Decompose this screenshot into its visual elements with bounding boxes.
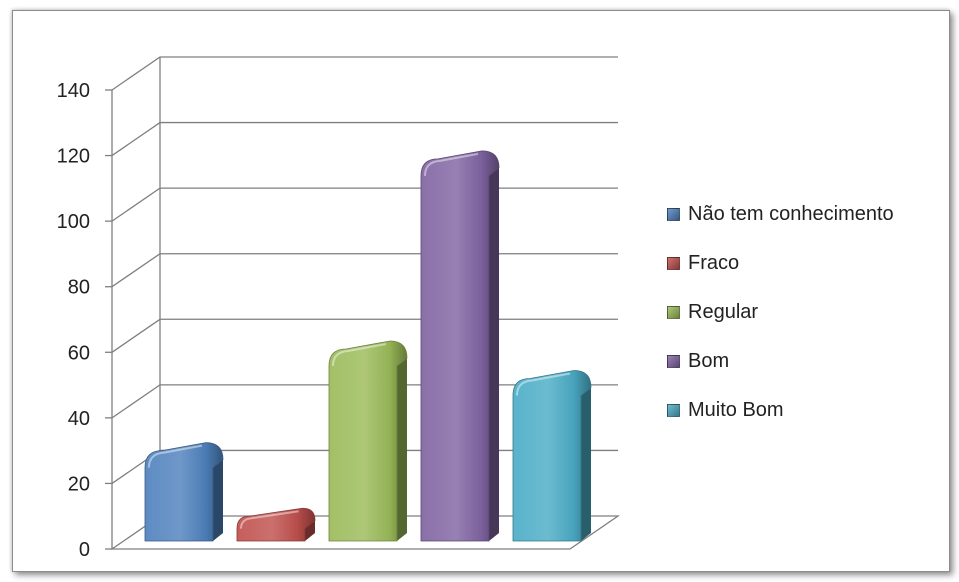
- bar-side: [213, 459, 223, 541]
- bar-side: [397, 358, 407, 541]
- y-tick-label: 100: [57, 211, 90, 233]
- y-tick-label: 20: [68, 473, 90, 495]
- bar-side: [305, 520, 315, 541]
- legend-item: Fraco: [667, 239, 894, 288]
- legend-item: Bom: [667, 337, 894, 386]
- y-tick-label: 140: [57, 80, 90, 102]
- legend-swatch: [667, 355, 680, 368]
- bar-side: [581, 387, 591, 541]
- bar-body: [328, 340, 408, 542]
- legend-item: Não tem conhecimento: [667, 190, 894, 239]
- bar-side: [489, 167, 499, 541]
- floor: [109, 515, 621, 550]
- bar-body: [512, 370, 592, 542]
- y-tick-label: 80: [68, 277, 90, 299]
- legend-swatch: [667, 208, 680, 221]
- gridline: [111, 56, 618, 91]
- gridline: [111, 253, 618, 288]
- legend-swatch: [667, 306, 680, 319]
- y-tick-label: 40: [68, 408, 90, 430]
- bar: [236, 507, 316, 542]
- legend-label: Regular: [688, 301, 759, 323]
- y-axis-ticks: 0 20 40 60 80 100 120 140: [57, 80, 112, 561]
- bar-body: [420, 150, 500, 542]
- legend-label: Muito Bom: [688, 399, 784, 421]
- legend-label: Não tem conhecimento: [688, 203, 894, 225]
- bar-body: [236, 507, 316, 542]
- y-tick-label: 60: [68, 342, 90, 364]
- bar: [420, 150, 500, 542]
- legend-item: Muito Bom: [667, 386, 894, 435]
- gridline: [111, 187, 618, 222]
- y-tick-label: 0: [79, 539, 90, 561]
- bar-highlight: [148, 444, 203, 468]
- bar-body: [144, 442, 224, 542]
- y-tick-label: 120: [57, 146, 90, 168]
- bar-highlight: [240, 510, 299, 529]
- bar: [328, 340, 408, 542]
- bar-highlight: [332, 343, 387, 367]
- gridline: [111, 121, 618, 157]
- legend-label: Bom: [688, 350, 730, 372]
- bars: [144, 150, 592, 542]
- bar: [512, 370, 592, 542]
- legend-swatch: [667, 257, 680, 270]
- bar-highlight: [424, 152, 479, 176]
- legend: Não tem conhecimento Fraco Regular Bom Muito…: [667, 190, 894, 435]
- bar-highlight: [516, 372, 571, 396]
- legend-item: Regular: [667, 288, 894, 337]
- legend-swatch: [667, 404, 680, 417]
- legend-label: Fraco: [688, 252, 740, 274]
- bar: [144, 442, 224, 542]
